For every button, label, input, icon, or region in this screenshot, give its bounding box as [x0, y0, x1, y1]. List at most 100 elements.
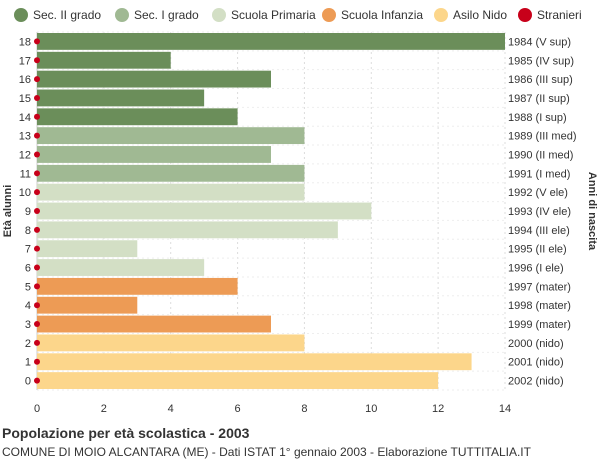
- stranieri-marker: [34, 264, 40, 271]
- x-tick-label: 10: [365, 403, 377, 415]
- stranieri-marker: [34, 76, 40, 83]
- chart-subtitle: COMUNE DI MOIO ALCANTARA (ME) - Dati IST…: [2, 445, 531, 459]
- birth-year-tick-label: 1992 (V ele): [508, 187, 568, 199]
- stranieri-marker: [34, 302, 40, 309]
- bar-age-1: [37, 353, 472, 371]
- birth-year-tick-label: 1996 (I ele): [508, 263, 564, 275]
- birth-year-tick-label: 1988 (I sup): [508, 112, 567, 124]
- grid: [36, 31, 506, 391]
- age-tick-label: 5: [25, 281, 31, 293]
- bar-age-11: [37, 164, 305, 182]
- bar-age-5: [37, 277, 238, 295]
- chart-title: Popolazione per età scolastica - 2003: [2, 425, 250, 441]
- bar-age-12: [37, 146, 271, 163]
- bar-age-3: [37, 315, 271, 333]
- age-tick-label: 14: [19, 112, 31, 124]
- x-tick-labels: 0 2 4 6 8 10 12 14: [34, 403, 511, 415]
- bar-age-13: [37, 127, 305, 145]
- stranieri-marker: [34, 208, 40, 214]
- age-tick-label: 18: [19, 36, 31, 48]
- bar-age-14: [37, 108, 238, 126]
- age-tick-label: 1: [25, 357, 31, 369]
- stranieri-marker: [34, 358, 40, 365]
- birth-year-tick-label: 1998 (mater): [508, 300, 571, 312]
- stranieri-marker: [34, 283, 40, 290]
- birth-year-tick-label: 1991 (I med): [508, 168, 570, 180]
- age-tick-label: 12: [19, 149, 31, 161]
- birth-year-tick-label: 2002 (nido): [508, 376, 564, 388]
- age-tick-label: 13: [19, 131, 31, 143]
- age-tick-label: 8: [25, 225, 31, 237]
- birth-year-tick-label: 1999 (mater): [508, 319, 571, 331]
- legend-swatch: [434, 8, 448, 22]
- stranieri-marker: [34, 151, 40, 158]
- age-tick-label: 4: [25, 300, 31, 312]
- bar-age-6: [37, 259, 205, 276]
- stranieri-marker: [34, 38, 40, 45]
- birth-year-tick-label: 1987 (II sup): [508, 93, 570, 105]
- legend-swatch: [518, 8, 532, 22]
- birth-year-tick-label: 1990 (II med): [508, 149, 573, 161]
- birth-year-tick-label: 1995 (II ele): [508, 244, 567, 256]
- x-tick-label: 4: [168, 403, 174, 415]
- stranieri-marker: [34, 113, 40, 120]
- bar-age-0: [37, 372, 439, 389]
- stranieri-marker: [34, 321, 40, 328]
- stranieri-markers: [34, 38, 40, 384]
- age-tick-label: 2: [25, 338, 31, 350]
- age-tick-label: 17: [19, 55, 31, 67]
- birth-year-tick-label: 1989 (III med): [508, 131, 576, 143]
- bar-age-16: [37, 70, 271, 88]
- y-axis-title-right: Anni di nascita: [586, 172, 598, 251]
- bar-age-10: [37, 183, 305, 201]
- stranieri-marker: [34, 189, 40, 196]
- stranieri-marker: [34, 226, 40, 233]
- stranieri-marker: [34, 57, 40, 64]
- x-tick-label: 14: [499, 403, 511, 415]
- x-tick-label: 12: [432, 403, 444, 415]
- bar-age-18: [37, 33, 505, 50]
- age-tick-label: 3: [25, 319, 31, 331]
- stranieri-marker: [34, 245, 40, 252]
- bar-age-2: [37, 334, 305, 352]
- legend-label: Sec. II grado: [33, 8, 101, 22]
- x-tick-label: 2: [101, 403, 107, 415]
- bar-age-9: [37, 202, 372, 220]
- age-tick-label: 0: [25, 376, 31, 388]
- age-tick-label: 7: [25, 244, 31, 256]
- legend-swatch: [322, 8, 336, 22]
- age-tick-label: 9: [25, 206, 31, 218]
- stranieri-marker: [34, 170, 40, 177]
- birth-year-tick-label: 2001 (nido): [508, 357, 564, 369]
- y-axis-title-left: Età alunni: [2, 185, 14, 238]
- birth-year-tick-label: 1997 (mater): [508, 281, 571, 293]
- legend-label: Scuola Infanzia: [341, 8, 423, 22]
- x-tick-label: 6: [235, 403, 241, 415]
- bar-age-17: [37, 51, 171, 69]
- bar-age-4: [37, 296, 138, 314]
- birth-year-tick-label: 1986 (III sup): [508, 74, 573, 86]
- legend-swatch: [115, 8, 129, 22]
- age-tick-label: 11: [20, 168, 31, 180]
- legend-label: Stranieri: [537, 8, 582, 22]
- bar-age-15: [37, 89, 205, 107]
- age-tick-label: 6: [25, 263, 31, 275]
- x-tick-label: 0: [34, 403, 40, 415]
- stranieri-marker: [34, 339, 40, 346]
- legend: Sec. II grado Sec. I grado Scuola Primaria…: [14, 8, 582, 22]
- x-tick-label: 8: [301, 403, 307, 415]
- age-tick-label: 10: [19, 187, 31, 199]
- legend-label: Asilo Nido: [453, 8, 507, 22]
- bars: [37, 33, 505, 389]
- legend-swatch: [14, 8, 28, 22]
- legend-label: Scuola Primaria: [231, 8, 316, 22]
- birth-year-tick-label: 2000 (nido): [508, 338, 564, 350]
- stranieri-marker: [34, 94, 40, 101]
- age-tick-label: 16: [19, 74, 31, 86]
- legend-label: Sec. I grado: [134, 8, 199, 22]
- birth-year-tick-label: 1985 (IV sup): [508, 55, 574, 67]
- stranieri-marker: [34, 377, 40, 384]
- age-tick-label: 15: [19, 93, 31, 105]
- bar-age-8: [37, 221, 338, 239]
